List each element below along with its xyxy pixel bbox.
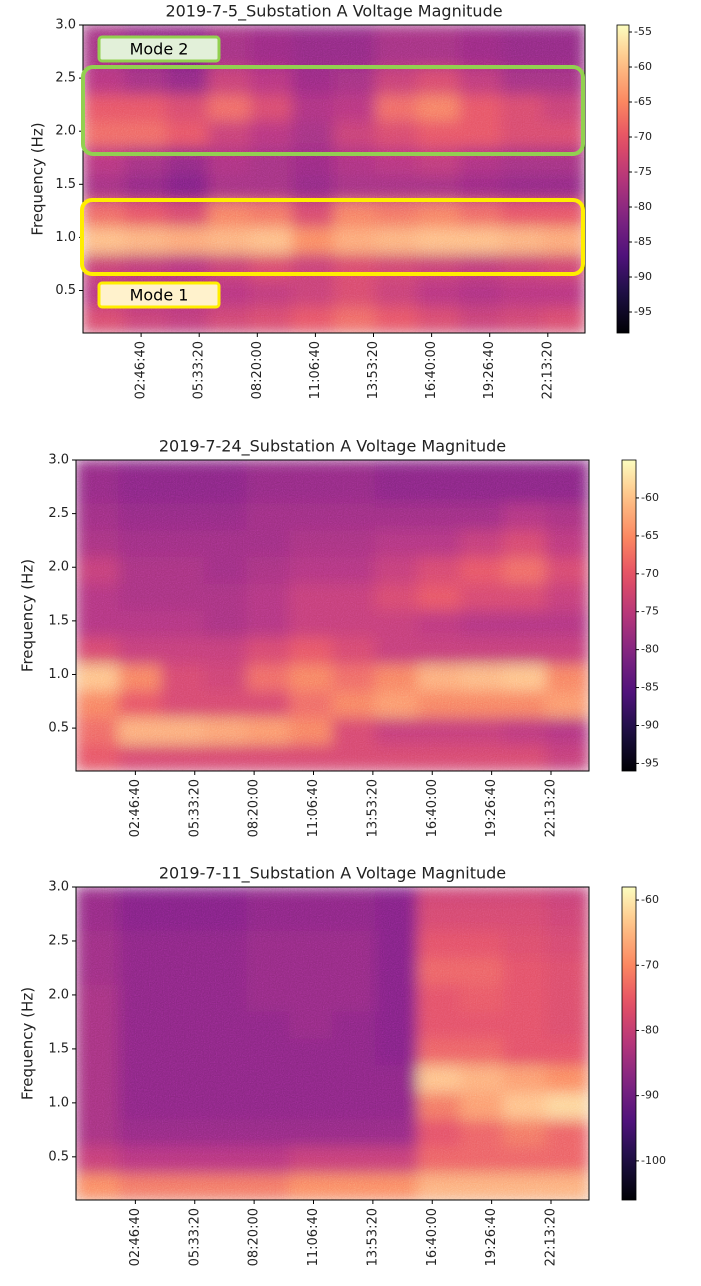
x-tick-label: 02:46:40 [128,1208,143,1266]
y-tick-label: 2.5 [48,933,69,948]
y-tick-label: 1.5 [48,613,69,628]
x-tick-label: 16:40:00 [424,341,439,399]
colorbar-tick-label: -70 [641,958,659,971]
colorbar-tick-label: -65 [641,529,659,542]
colorbar-tick-label: -60 [641,893,659,906]
y-tick-label: 1.5 [55,177,76,192]
colorbar [621,886,637,1201]
y-tick-label: 2.0 [48,987,69,1002]
colorbar-tick-label: -90 [634,270,652,283]
x-tick-label: 13:53:20 [366,341,381,399]
y-tick-label: 2.0 [48,560,69,575]
y-axis-label: Frequency (Hz) [19,987,37,1100]
y-tick-label: 1.0 [48,1095,69,1110]
y-tick-label: 1.5 [48,1041,69,1056]
y-tick-label: 3.0 [48,880,69,895]
x-tick-label: 08:20:00 [247,1208,262,1266]
noise-texture [76,887,589,1200]
y-tick-label: 3.0 [55,18,76,33]
x-tick-label: 22:13:20 [544,779,559,837]
colorbar-tick-label: -70 [634,130,652,143]
y-tick-label: 0.5 [48,721,69,736]
chart: 2019-7-11_Substation A Voltage Magnitude… [19,864,666,1267]
colorbar-tick-label: -60 [641,491,659,504]
x-tick-label: 05:33:20 [187,1208,202,1266]
colorbar-tick-label: -65 [634,95,652,108]
colorbar [621,459,637,772]
y-tick-label: 2.0 [55,124,76,139]
x-tick-label: 02:46:40 [134,341,149,399]
colorbar-tick-label: -90 [641,718,659,731]
x-tick-label: 05:33:20 [187,779,202,837]
x-tick-label: 22:13:20 [540,341,555,399]
plot-frame [82,24,586,334]
annotation-label: Mode 2 [130,40,189,59]
chart-title: 2019-7-5_Substation A Voltage Magnitude [165,2,502,22]
noise-texture [76,460,589,771]
plot-area [76,887,589,1200]
chart: 2019-7-5_Substation A Voltage Magnitude F… [29,2,652,400]
x-tick-label: 05:33:20 [192,341,207,399]
colorbar-tick-label: -70 [641,567,659,580]
highlight-box [80,198,585,276]
x-tick-label: 08:20:00 [250,341,265,399]
colorbar-tick-label: -90 [641,1089,659,1102]
colorbar-tick-label: -100 [641,1154,666,1167]
annotation-tag [97,35,221,63]
x-tick-label: 19:26:40 [484,779,499,837]
colorbar-tick-label: -80 [641,643,659,656]
x-tick-label: 11:06:40 [306,779,321,837]
colorbar-tick-label: -75 [634,165,652,178]
y-tick-label: 0.5 [48,1149,69,1164]
y-tick-label: 1.0 [55,230,76,245]
x-tick-label: 19:26:40 [482,341,497,399]
colorbar-tick-label: -85 [641,681,659,694]
x-tick-label: 22:13:20 [544,1208,559,1266]
x-tick-label: 02:46:40 [128,779,143,837]
plot-frame [75,886,590,1201]
annotation-tag [97,281,221,309]
y-tick-label: 2.5 [48,506,69,521]
highlight-box [81,65,585,156]
annotation-label: Mode 1 [130,286,189,305]
x-tick-label: 13:53:20 [365,1208,380,1266]
colorbar-tick-label: -55 [634,25,652,38]
chart-title: 2019-7-11_Substation A Voltage Magnitude [159,864,506,884]
colorbar-tick-label: -85 [634,235,652,248]
x-tick-label: 16:40:00 [425,1208,440,1266]
x-tick-label: 11:06:40 [308,341,323,399]
colorbar-tick-label: -60 [634,60,652,73]
y-tick-label: 1.0 [48,667,69,682]
colorbar-tick-label: -95 [634,305,652,318]
y-axis-label: Frequency (Hz) [19,559,37,672]
colorbar [616,24,630,334]
x-tick-label: 13:53:20 [365,779,380,837]
chart-title: 2019-7-24_Substation A Voltage Magnitude [159,437,506,457]
colorbar-tick-label: -80 [634,200,652,213]
y-axis-label: Frequency (Hz) [29,122,47,235]
chart: 2019-7-24_Substation A Voltage Magnitude… [19,437,659,838]
plot-area [76,460,589,771]
y-tick-label: 0.5 [55,283,76,298]
y-tick-label: 3.0 [48,453,69,468]
y-tick-label: 2.5 [55,71,76,86]
x-tick-label: 19:26:40 [484,1208,499,1266]
colorbar-tick-label: -95 [641,756,659,769]
colorbar-tick-label: -75 [641,605,659,618]
x-tick-label: 16:40:00 [425,779,440,837]
x-tick-label: 11:06:40 [306,1208,321,1266]
plot-frame [75,459,590,772]
x-tick-label: 08:20:00 [247,779,262,837]
colorbar-tick-label: -80 [641,1023,659,1036]
